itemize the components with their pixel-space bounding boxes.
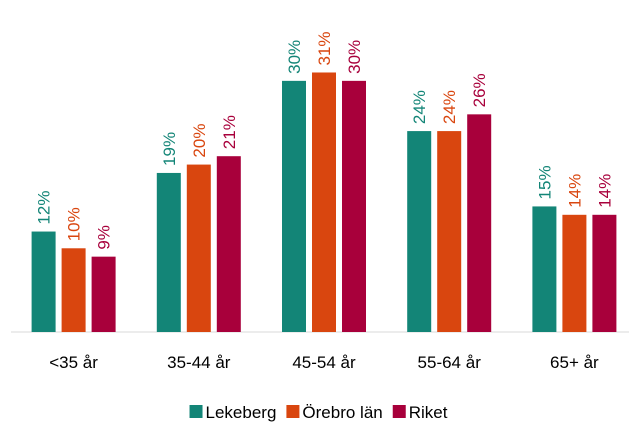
legend-swatch bbox=[392, 405, 406, 418]
bar bbox=[186, 164, 211, 332]
data-label: 24% bbox=[440, 90, 459, 124]
data-label: 24% bbox=[410, 90, 429, 124]
bar bbox=[312, 72, 336, 332]
bar bbox=[467, 114, 492, 332]
data-label: 9% bbox=[95, 225, 114, 250]
legend-swatch bbox=[286, 405, 300, 418]
data-label: 19% bbox=[160, 132, 179, 166]
bar bbox=[282, 80, 306, 332]
data-label: 21% bbox=[220, 115, 239, 149]
bar bbox=[562, 214, 587, 332]
data-label: 12% bbox=[35, 191, 54, 225]
bar bbox=[31, 231, 56, 332]
data-label: 26% bbox=[470, 73, 489, 107]
data-label: 15% bbox=[535, 165, 554, 199]
data-label: 30% bbox=[285, 40, 304, 74]
legend-label: Riket bbox=[409, 403, 448, 422]
bar bbox=[61, 248, 86, 332]
bar bbox=[407, 131, 432, 332]
bar bbox=[91, 256, 116, 332]
legend-label: Lekeberg bbox=[206, 403, 277, 422]
data-label: 31% bbox=[315, 31, 334, 65]
x-tick-label: <35 år bbox=[49, 353, 98, 372]
x-tick-label: 65+ år bbox=[550, 353, 599, 372]
bar bbox=[156, 172, 181, 332]
bar bbox=[342, 80, 366, 332]
legend-swatch bbox=[189, 405, 203, 418]
data-label: 30% bbox=[345, 40, 364, 74]
bar bbox=[532, 206, 557, 332]
data-label: 10% bbox=[65, 207, 84, 241]
bar bbox=[216, 156, 241, 332]
data-label: 14% bbox=[565, 174, 584, 208]
x-tick-label: 35-44 år bbox=[167, 353, 231, 372]
x-tick-label: 45-54 år bbox=[292, 353, 356, 372]
data-label: 20% bbox=[190, 124, 209, 158]
x-tick-label: 55-64 år bbox=[418, 353, 482, 372]
bar bbox=[592, 214, 617, 332]
bar bbox=[437, 131, 462, 332]
legend-label: Örebro län bbox=[302, 403, 382, 422]
data-label: 14% bbox=[595, 174, 614, 208]
